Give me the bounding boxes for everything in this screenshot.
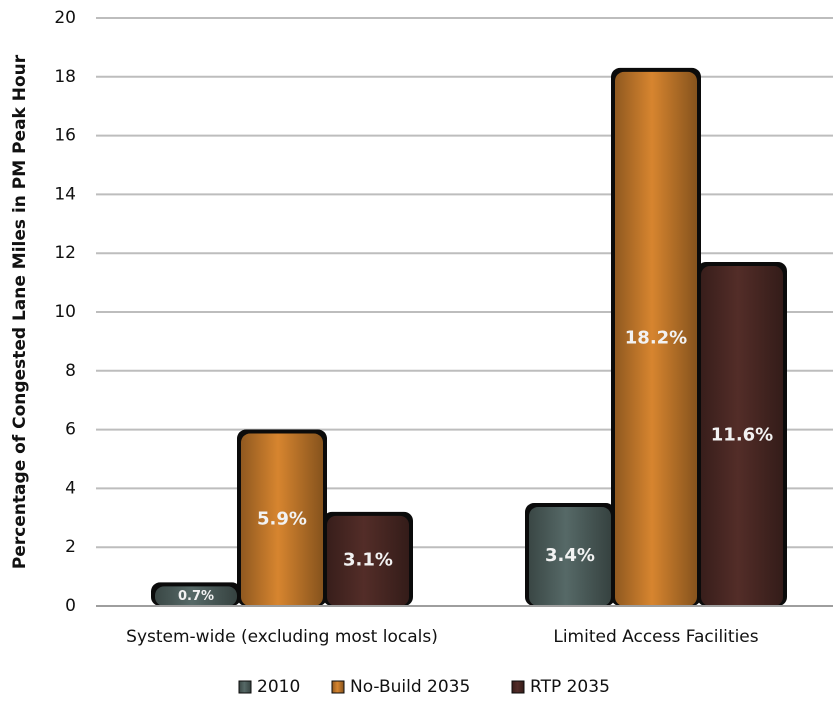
data-label: 5.9% [257,508,307,529]
bar [611,67,701,607]
y-tick-label: 8 [65,361,76,381]
y-axis-ticks: 0 2 4 6 8 10 12 14 16 18 20 [54,8,76,616]
data-label: 3.1% [343,549,393,570]
bar [151,582,241,606]
y-tick-label: 20 [54,8,76,28]
data-label: 0.7% [178,589,214,604]
legend-label: 2010 [257,677,300,697]
y-tick-label: 6 [65,420,76,440]
data-label: 3.4% [545,545,595,566]
bar [323,511,413,606]
x-category-label: System-wide (excluding most locals) [126,627,438,647]
y-tick-label: 14 [54,184,76,204]
y-axis-label: Percentage of Congested Lane Miles in PM… [10,54,30,569]
x-category-label: Limited Access Facilities [553,627,758,647]
gridlines [96,17,833,607]
data-label: 18.2% [625,327,687,348]
y-tick-label: 18 [54,67,76,87]
legend-item: RTP 2035 [511,677,610,697]
legend-item: 2010 [238,677,300,697]
data-labels: 0.7% 5.9% 3.1% 3.4% 18.2% 11.6% [178,327,773,604]
legend-swatch [511,680,525,694]
y-tick-label: 12 [54,243,76,263]
y-tick-label: 16 [54,126,76,146]
y-tick-label: 10 [54,302,76,322]
y-tick-label: 4 [65,478,76,498]
legend-swatch [238,680,252,694]
bar [697,261,787,606]
legend-swatch [331,680,345,694]
y-tick-label: 0 [65,596,76,616]
x-axis-categories: System-wide (excluding most locals) Limit… [126,627,759,647]
legend-label: RTP 2035 [530,677,610,697]
data-label: 11.6% [711,424,773,445]
y-tick-label: 2 [65,537,76,557]
bar [237,429,327,606]
bars [151,67,787,607]
legend-label: No-Build 2035 [350,677,470,697]
legend-item: No-Build 2035 [331,677,470,697]
bar [525,503,615,606]
legend: 2010 No-Build 2035 RTP 2035 [238,677,610,697]
